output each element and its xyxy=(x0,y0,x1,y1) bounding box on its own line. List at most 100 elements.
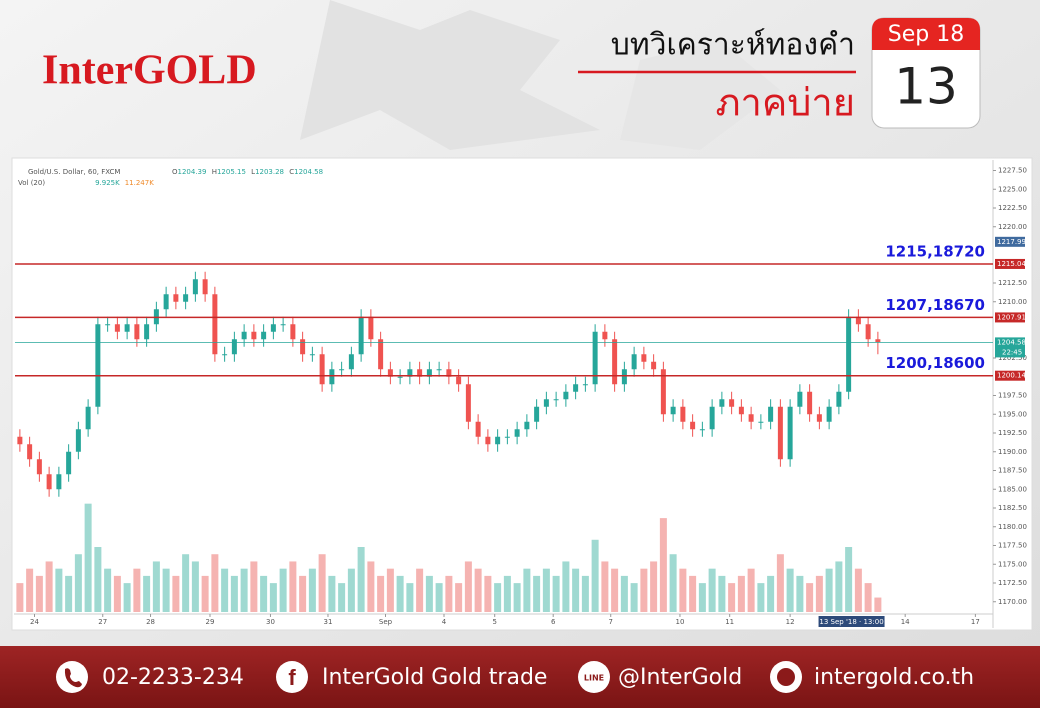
level-tag-label: 1200.14 xyxy=(997,372,1026,380)
candle-body xyxy=(846,316,852,392)
volume-bar xyxy=(776,554,784,612)
y-tick-label: 1172.50 xyxy=(998,579,1027,587)
volume-bar xyxy=(464,561,472,612)
volume-bar xyxy=(728,583,736,612)
x-tick-label: 11 xyxy=(725,618,734,626)
price-marker-label: 1217.99 xyxy=(997,238,1026,246)
level-tag-label: 1215.04 xyxy=(997,260,1026,268)
volume-value: 9.925K xyxy=(95,179,120,187)
y-tick-label: 1170.00 xyxy=(998,598,1027,606)
candle-body xyxy=(602,331,608,340)
volume-bar xyxy=(669,554,677,612)
volume-bar xyxy=(182,554,190,612)
x-tick-label: 30 xyxy=(266,618,275,626)
volume-bar xyxy=(338,583,346,612)
volume-bar xyxy=(328,575,336,612)
candle-body xyxy=(251,331,257,340)
volume-bar xyxy=(806,583,814,612)
volume-bar xyxy=(874,597,882,612)
volume-bar xyxy=(386,568,394,612)
candle-body xyxy=(202,279,208,295)
candle-body xyxy=(768,406,774,422)
ohlc-key: L xyxy=(251,168,255,176)
candle-body xyxy=(212,294,218,355)
candle-body xyxy=(582,384,588,386)
candle-body xyxy=(670,406,676,415)
title: บทวิเคราะห์ทองคำ xyxy=(611,28,855,63)
candle-body xyxy=(465,384,471,422)
volume-bar xyxy=(581,575,589,612)
facebook-icon xyxy=(276,661,308,693)
volume-bar xyxy=(84,503,92,612)
volume-bar xyxy=(864,583,872,612)
volume-bar xyxy=(416,568,424,612)
line-icon xyxy=(578,661,610,693)
y-tick-label: 1222.50 xyxy=(998,204,1027,212)
candle-body xyxy=(836,391,842,407)
candle-body xyxy=(95,324,101,407)
web-glyph xyxy=(777,668,795,686)
volume-bar xyxy=(572,568,580,612)
candle-body xyxy=(875,339,881,343)
candle-body xyxy=(329,369,335,385)
volume-bar xyxy=(113,575,121,612)
volume-bar xyxy=(299,575,307,612)
ohlc-value: 1203.28 xyxy=(255,168,284,176)
y-tick-label: 1177.50 xyxy=(998,542,1027,550)
candle-body xyxy=(504,436,510,438)
calendar-month: Sep 18 xyxy=(888,22,964,47)
candle-body xyxy=(173,294,179,302)
volume-bar xyxy=(260,575,268,612)
candle-body xyxy=(436,369,442,371)
volume-bar xyxy=(152,561,160,612)
level-label: 1200,18600 xyxy=(885,354,985,372)
volume-bar xyxy=(26,568,34,612)
line-id: @InterGold xyxy=(618,665,742,690)
y-tick-label: 1225.00 xyxy=(998,185,1027,193)
volume-bar xyxy=(279,568,287,612)
footer xyxy=(0,646,1040,708)
volume-bar xyxy=(503,575,511,612)
x-tick-label: 27 xyxy=(98,618,107,626)
map-shape xyxy=(300,0,600,150)
candle-body xyxy=(66,451,72,475)
subtitle: ภาคบ่าย xyxy=(715,81,855,125)
candle-body xyxy=(495,436,501,445)
candle-body xyxy=(660,369,666,415)
level-label: 1215,18720 xyxy=(885,242,985,260)
volume-legend: Vol (20) 9.925K 11.247K xyxy=(18,179,154,187)
candle-body xyxy=(300,339,306,355)
volume-bar xyxy=(474,568,482,612)
volume-bar xyxy=(542,568,550,612)
candle-body xyxy=(280,324,286,326)
y-tick-label: 1185.00 xyxy=(998,485,1027,493)
line-glyph: LINE xyxy=(584,674,604,683)
candle-body xyxy=(105,324,111,326)
candle-body xyxy=(709,406,715,430)
volume-bar xyxy=(425,575,433,612)
volume-bar xyxy=(143,575,151,612)
candle-body xyxy=(719,399,725,407)
volume-bar xyxy=(611,568,619,612)
candle-body xyxy=(787,406,793,460)
volume-value: 11.247K xyxy=(125,179,154,187)
price-marker xyxy=(995,236,1025,247)
candle-body xyxy=(748,414,754,422)
volume-bar xyxy=(172,575,180,612)
volume-bar xyxy=(718,575,726,612)
x-tick-label: 31 xyxy=(324,618,333,626)
candle-body xyxy=(270,324,276,332)
candle-body xyxy=(290,324,296,340)
facebook-glyph: f xyxy=(288,665,296,690)
candle-body xyxy=(183,294,189,302)
volume-bar xyxy=(308,568,316,612)
calendar-band xyxy=(872,18,980,50)
candle-body xyxy=(456,376,462,385)
candle-body xyxy=(612,339,618,385)
x-tick-label: 10 xyxy=(675,618,684,626)
candle-body xyxy=(426,369,432,377)
volume-bar xyxy=(659,518,667,612)
y-tick-label: 1227.50 xyxy=(998,167,1027,175)
volume-bar xyxy=(455,583,463,612)
